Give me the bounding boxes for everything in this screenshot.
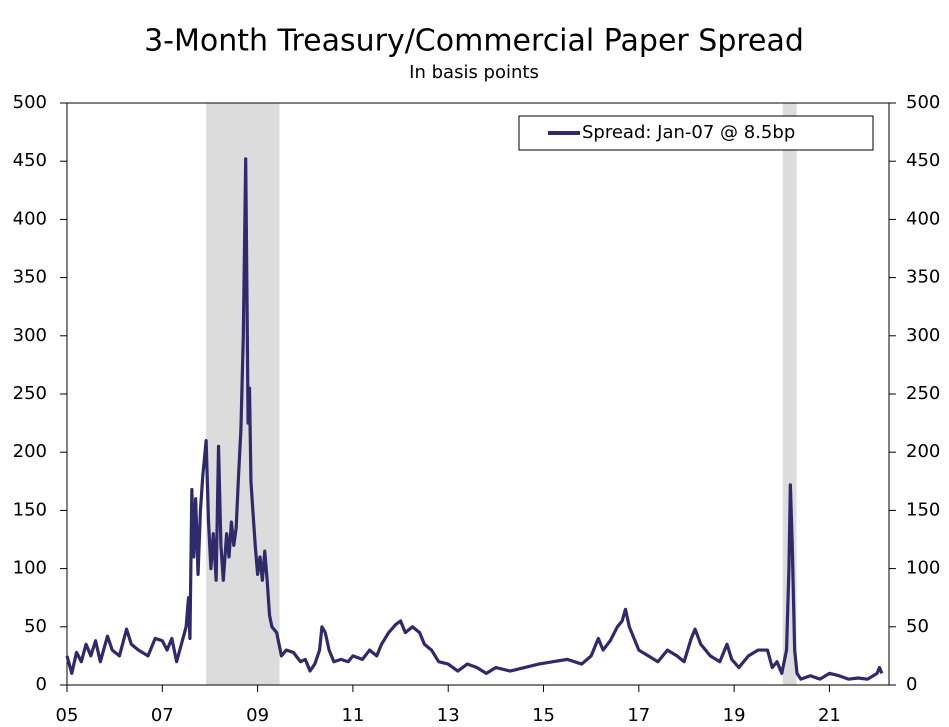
x-tick-label: 15 (532, 705, 555, 726)
y-tick-label: 150 (13, 499, 47, 520)
x-tick-label: 05 (56, 705, 79, 726)
y2-tick-label: 50 (906, 616, 929, 637)
x-tick-label: 13 (437, 705, 460, 726)
data-line (65, 157, 884, 681)
y2-tick-label: 300 (906, 325, 940, 346)
y-tick-label: 500 (13, 92, 47, 113)
chart-subtitle: In basis points (409, 62, 539, 83)
y-tick-label: 450 (13, 150, 47, 171)
x-tick-label: 21 (818, 705, 841, 726)
y2-tick-label: 500 (906, 92, 940, 113)
legend-label: Spread: Jan-07 @ 8.5bp (582, 122, 795, 143)
x-tick-label: 11 (341, 705, 364, 726)
y2-tick-label: 350 (906, 267, 940, 288)
x-tick-label: 19 (723, 705, 746, 726)
x-tick-label: 09 (246, 705, 269, 726)
y2-tick-label: 100 (906, 558, 940, 579)
y-tick-label: 250 (13, 383, 47, 404)
y2-tick-label: 150 (906, 499, 940, 520)
y-tick-label: 350 (13, 267, 47, 288)
y-tick-label: 100 (13, 558, 47, 579)
y2-tick-label: 450 (906, 150, 940, 171)
y-tick-label: 50 (24, 616, 47, 637)
y-tick-label: 400 (13, 208, 47, 229)
y2-tick-label: 250 (906, 383, 940, 404)
y-tick-label: 300 (13, 325, 47, 346)
x-tick-label: 07 (151, 705, 174, 726)
chart-title: 3-Month Treasury/Commercial Paper Spread (144, 24, 804, 59)
y2-tick-label: 400 (906, 208, 940, 229)
y2-tick-label: 0 (906, 674, 917, 695)
y2-tick-label: 200 (906, 441, 940, 462)
x-tick-label: 17 (627, 705, 650, 726)
y-tick-label: 0 (36, 674, 47, 695)
y-tick-label: 200 (13, 441, 47, 462)
